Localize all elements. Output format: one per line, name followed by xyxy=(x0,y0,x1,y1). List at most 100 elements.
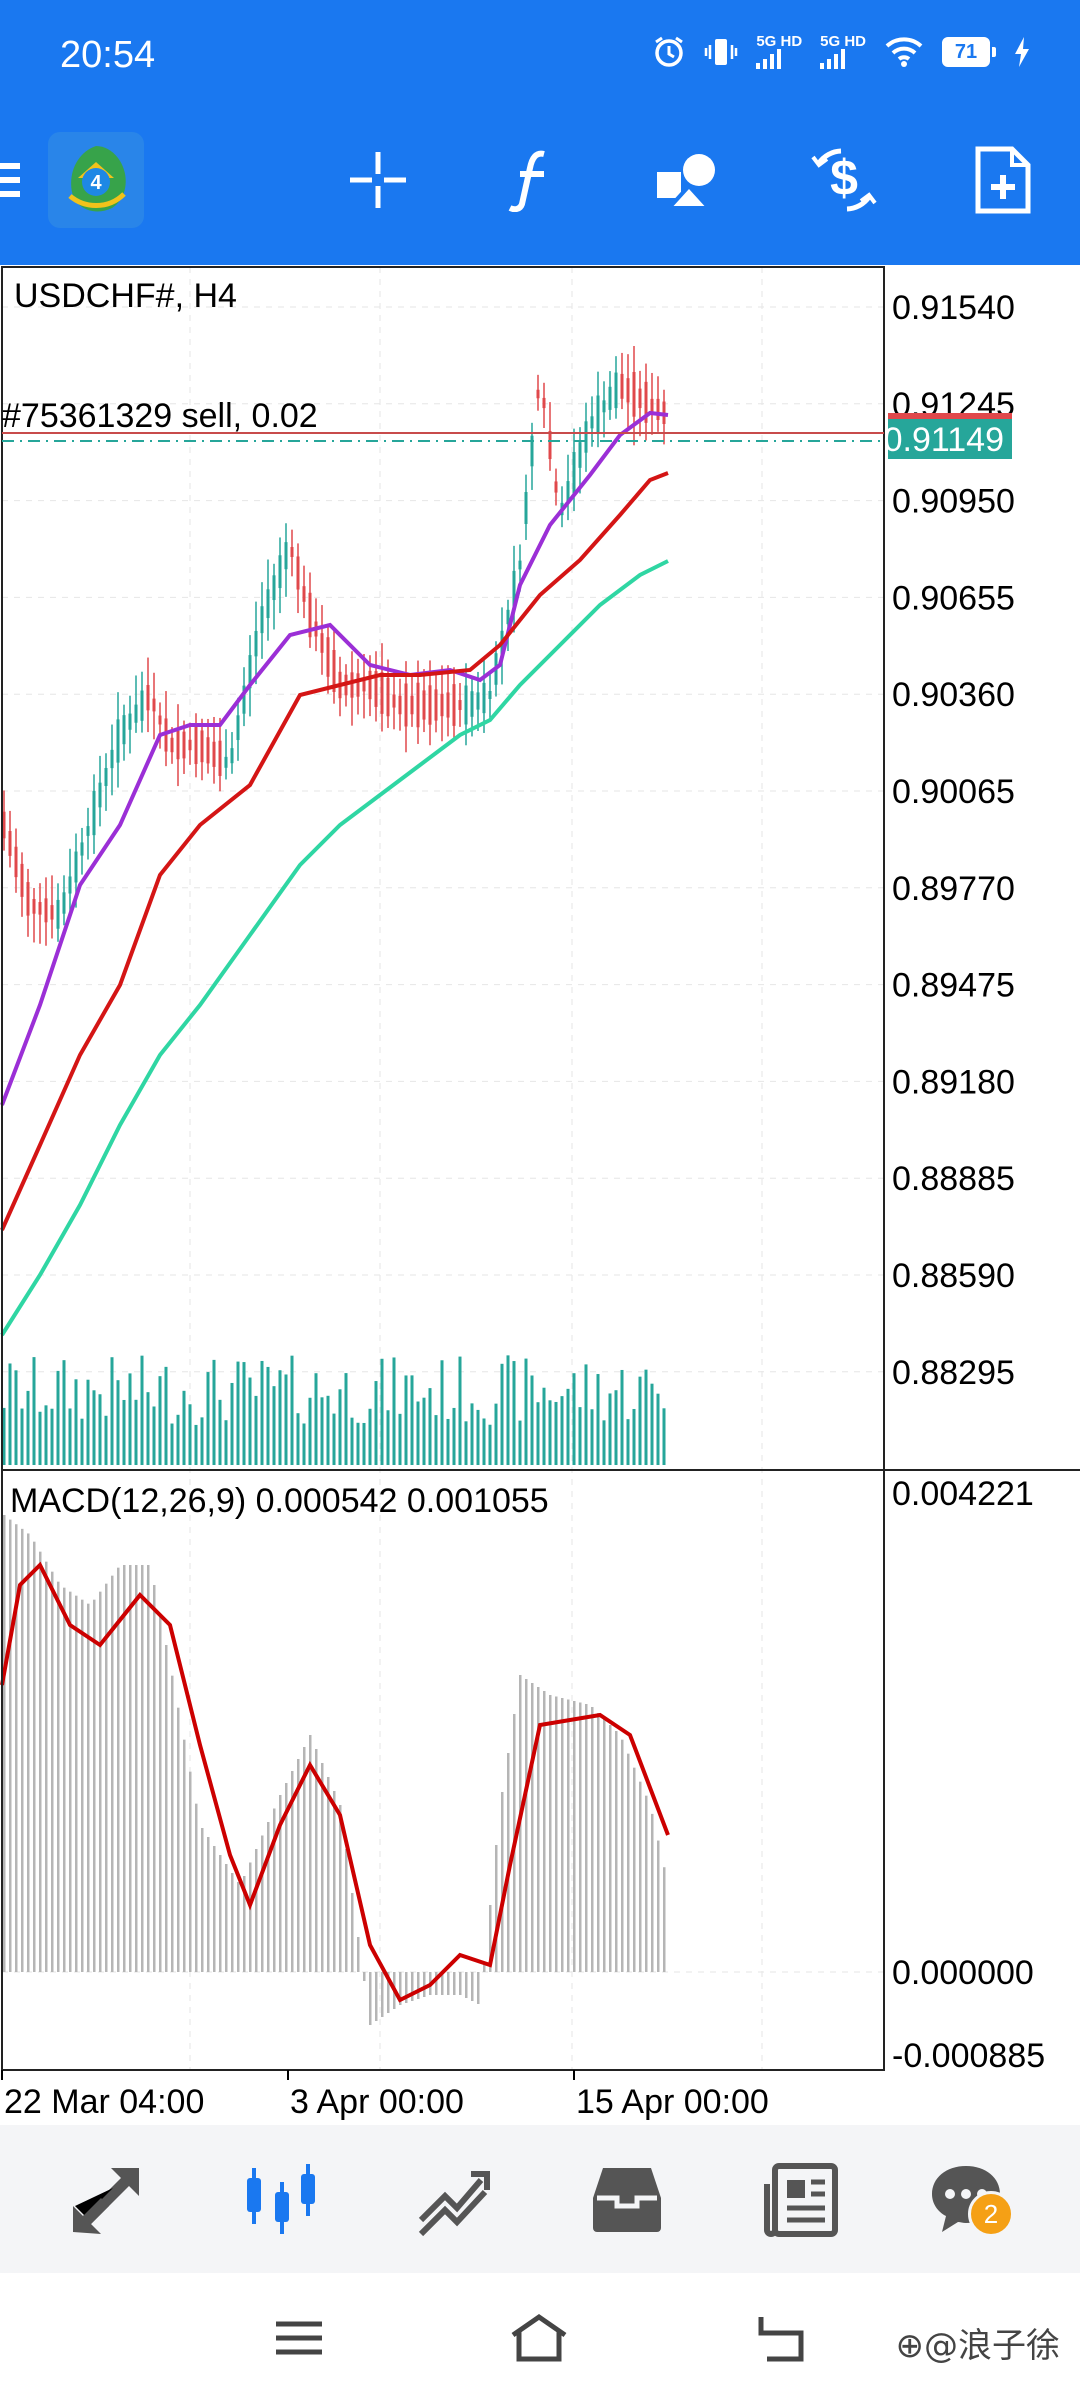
volume-bar xyxy=(662,1408,666,1465)
macd-bar xyxy=(75,1595,78,1972)
candle xyxy=(68,876,72,894)
volume-bar xyxy=(218,1399,222,1465)
history-icon[interactable] xyxy=(582,2155,672,2245)
macd-bar xyxy=(321,1763,324,1972)
trade-icon[interactable]: $ xyxy=(804,140,884,220)
candle xyxy=(326,637,330,677)
candle xyxy=(548,430,552,460)
macd-bar xyxy=(357,1937,360,1972)
charging-icon xyxy=(1015,36,1029,67)
macd-bar xyxy=(87,1603,90,1972)
volume-bar xyxy=(182,1390,186,1465)
candle xyxy=(626,378,630,403)
macd-bar xyxy=(339,1805,342,1972)
order-label[interactable]: #75361329 sell, 0.02 xyxy=(2,397,318,435)
macd-bar xyxy=(309,1735,312,1972)
volume-bar xyxy=(206,1372,210,1465)
crosshair-icon[interactable] xyxy=(338,140,418,220)
volume-bar xyxy=(2,1407,6,1465)
macd-bar xyxy=(9,1519,12,1972)
candle xyxy=(50,905,54,920)
volume-bar xyxy=(212,1359,216,1465)
messages-icon[interactable]: 2 xyxy=(916,2155,1016,2245)
ma-slow-line xyxy=(0,559,669,1337)
volume-bar xyxy=(314,1373,318,1465)
volume-bar xyxy=(494,1403,498,1465)
volume-bar xyxy=(632,1408,636,1465)
candle xyxy=(590,416,594,429)
quotes-icon[interactable] xyxy=(62,2155,152,2245)
candle xyxy=(8,831,12,856)
macd-tick: 0.000000 xyxy=(892,1954,1034,1992)
candle xyxy=(260,606,264,634)
volume-bar xyxy=(56,1370,60,1465)
candle xyxy=(416,682,420,728)
volume-bar xyxy=(332,1413,336,1465)
price-tick: 0.91540 xyxy=(892,289,1015,327)
macd-bar xyxy=(303,1747,306,1972)
volume-bar xyxy=(530,1375,534,1465)
price-tick: 0.90360 xyxy=(892,676,1015,714)
trade-nav-icon[interactable] xyxy=(410,2155,500,2245)
macd-bar xyxy=(201,1828,204,1972)
volume-bar xyxy=(464,1421,468,1465)
macd-bar xyxy=(501,1792,504,1972)
volume-bar xyxy=(404,1375,408,1465)
home-icon[interactable] xyxy=(504,2303,574,2373)
candle xyxy=(32,898,36,914)
volume-bar xyxy=(260,1360,264,1465)
volume-bar xyxy=(500,1363,504,1465)
top-bar: 20:54 5G HD 5G HD 71 4 $ xyxy=(0,0,1080,265)
candle xyxy=(632,371,636,417)
macd-bar xyxy=(489,1905,492,1972)
macd-bar xyxy=(639,1781,642,1972)
menu-icon[interactable] xyxy=(0,140,40,220)
price-tick: 0.88295 xyxy=(892,1354,1015,1392)
volume-bar xyxy=(104,1415,108,1465)
volume-bar xyxy=(176,1414,180,1465)
objects-icon[interactable] xyxy=(648,140,728,220)
candle xyxy=(56,899,60,929)
candle xyxy=(566,481,570,501)
macd-label: MACD(12,26,9) 0.000542 0.001055 xyxy=(10,1482,549,1520)
macd-bar xyxy=(261,1835,264,1972)
macd-bar xyxy=(27,1533,30,1972)
chart-area[interactable]: USDCHF#, H4 #75361329 sell, 0.02 0.91540… xyxy=(0,265,1080,2135)
new-order-icon[interactable] xyxy=(962,140,1042,220)
candle xyxy=(320,633,324,653)
candle xyxy=(200,730,204,763)
candle xyxy=(428,685,432,725)
candle xyxy=(554,481,558,493)
price-chart[interactable]: USDCHF#, H4 #75361329 sell, 0.02 0.91540… xyxy=(0,265,1080,2135)
volume-bar xyxy=(488,1424,492,1465)
volume-bar xyxy=(302,1423,306,1465)
candle xyxy=(2,811,6,839)
volume-bar xyxy=(422,1397,426,1465)
metatrader-logo[interactable]: 4 xyxy=(48,132,144,228)
macd-bar xyxy=(123,1565,126,1972)
volume-bar xyxy=(392,1357,396,1465)
candle xyxy=(386,677,390,717)
volume-bar xyxy=(380,1358,384,1465)
macd-bar xyxy=(615,1731,618,1972)
recents-icon[interactable] xyxy=(264,2303,334,2373)
macd-bar xyxy=(153,1585,156,1972)
macd-bar xyxy=(237,1882,240,1972)
macd-bar xyxy=(603,1719,606,1972)
news-icon[interactable] xyxy=(756,2155,846,2245)
chart-icon[interactable] xyxy=(236,2155,326,2245)
macd-bar xyxy=(585,1704,588,1972)
candle xyxy=(140,690,144,721)
candle xyxy=(404,683,408,727)
macd-bar xyxy=(129,1565,132,1972)
volume-bar xyxy=(416,1401,420,1465)
macd-bar xyxy=(51,1571,54,1972)
indicators-icon[interactable] xyxy=(492,140,572,220)
current-price: 0.91149 xyxy=(884,421,1004,459)
volume-bar xyxy=(572,1373,576,1465)
volume-bar xyxy=(230,1382,234,1465)
main-chart-frame xyxy=(1,266,885,1471)
candle xyxy=(410,695,414,715)
back-icon[interactable] xyxy=(746,2303,816,2373)
candle xyxy=(572,452,576,494)
